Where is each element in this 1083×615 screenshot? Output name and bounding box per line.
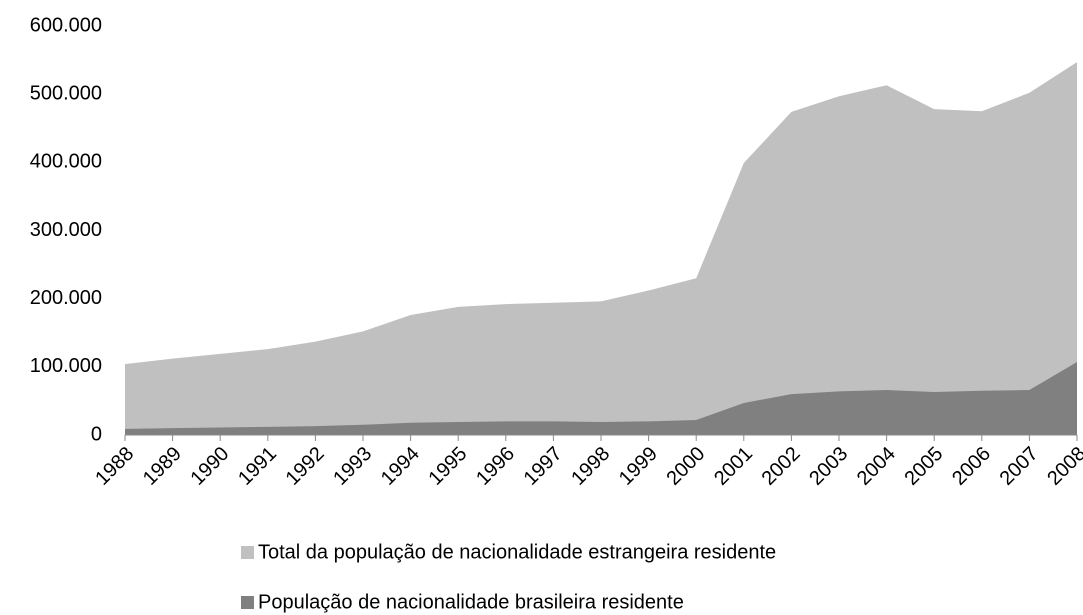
x-tick-label: 2000 [662,443,709,490]
x-tick-label: 2007 [996,443,1043,490]
x-tick-label: 1998 [567,443,614,490]
legend-label: População de nacionalidade brasileira re… [258,591,684,613]
y-tick-label: 600.000 [30,14,102,36]
x-tick-label: 2003 [805,443,852,490]
x-tick-label: 1989 [139,443,186,490]
x-tick-label: 1993 [329,443,376,490]
x-tick-label: 2004 [853,443,900,490]
area [125,362,1077,435]
x-tick-label: 2002 [758,443,805,490]
x-tick-label: 2005 [900,443,947,490]
x-tick-label: 1995 [424,443,471,490]
y-tick-label: 200.000 [30,287,102,309]
x-tick-label: 1994 [377,443,424,490]
y-tick-label: 100.000 [30,355,102,377]
x-tick-label: 1999 [615,443,662,490]
x-tick-label: 2001 [710,443,757,490]
x-tick-label: 1992 [282,443,329,490]
x-tick-label: 2008 [1043,443,1083,490]
y-tick-label: 300.000 [30,219,102,241]
y-tick-label: 500.000 [30,82,102,104]
x-tick-label: 1990 [186,443,233,490]
y-tick-label: 400.000 [30,151,102,173]
y-tick-label: 0 [91,423,102,445]
legend-label: Total da população de nacionalidade estr… [258,541,776,563]
x-tick-label: 1996 [472,443,519,490]
legend-swatch [241,546,254,559]
x-tick-label: 2006 [948,443,995,490]
x-tick-label: 1991 [234,443,281,490]
x-tick-label: 1988 [91,443,138,490]
area [125,62,1077,436]
x-tick-label: 1997 [520,443,567,490]
legend-swatch [241,596,254,609]
